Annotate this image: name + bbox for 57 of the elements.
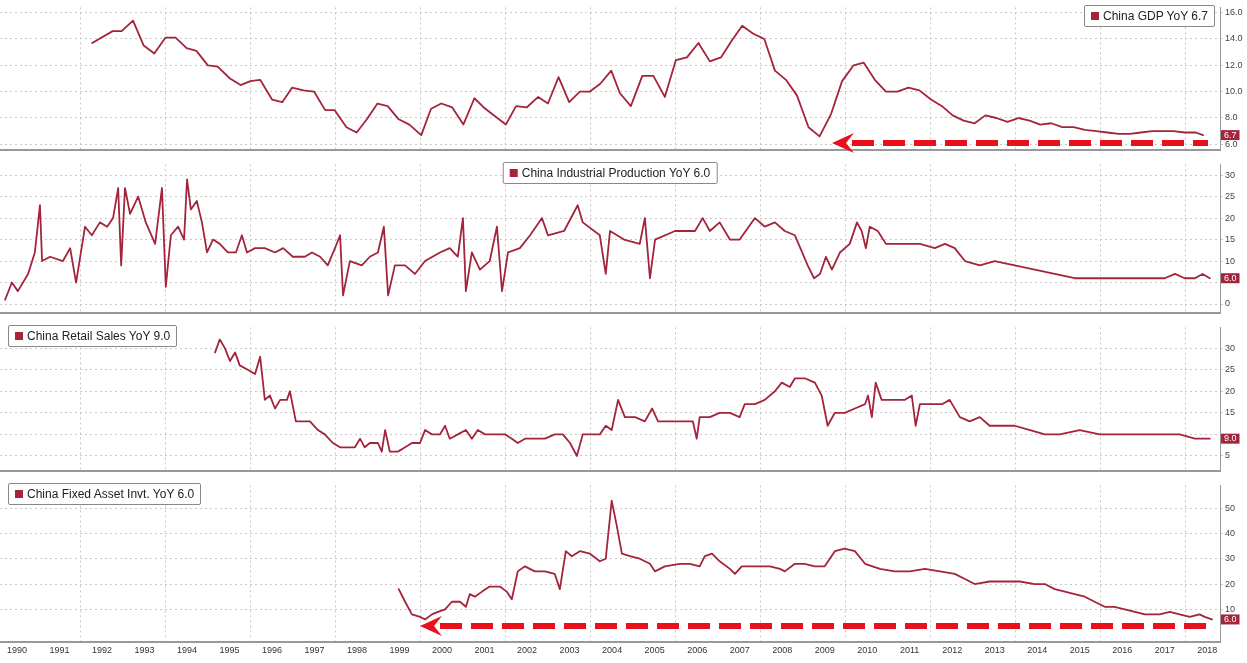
y-tick-label: 10 [1225,603,1236,614]
x-tick-label: 1993 [134,645,155,656]
y-tick-label: 8.0 [1225,112,1238,123]
x-tick-label: 2014 [1027,645,1048,656]
legend-label: China GDP YoY 6.7 [1103,9,1208,23]
y-tick-label: 5 [1225,450,1231,461]
x-tick-label: 2000 [432,645,453,656]
annotation: 9.0 [1224,433,1237,444]
y-tick-label: 20 [1225,212,1236,223]
x-tick-label: 2001 [474,645,495,656]
x-tick-label: 2006 [687,645,708,656]
y-tick-label: 10 [1225,255,1236,266]
x-tick-label: 2011 [900,645,920,656]
x-tick-label: 2015 [1069,645,1090,656]
y-tick-label: 6.0 [1225,138,1238,149]
x-tick-label: 2017 [1154,645,1175,656]
x-tick-label: 2016 [1112,645,1133,656]
x-tick-label: 2003 [559,645,580,656]
x-tick-label: 2010 [857,645,878,656]
y-tick-label: 10.0 [1225,86,1243,97]
y-tick-label: 25 [1225,191,1236,202]
x-tick-label: 2008 [772,645,793,656]
y-tick-label: 20 [1225,385,1236,396]
y-tick-label: 50 [1225,502,1236,513]
y-tick-label: 15 [1225,234,1236,245]
legend-label: China Industrial Production YoY 6.0 [521,166,711,180]
x-tick-label: 2009 [814,645,835,656]
x-tick-label: 1997 [304,645,325,656]
y-tick-label: 40 [1225,527,1236,538]
x-tick-label: 2005 [644,645,665,656]
x-tick-label: 2007 [729,645,750,656]
legend-label: China Retail Sales YoY 9.0 [27,329,171,343]
x-tick-label: 1999 [389,645,410,656]
x-tick-label: 1991 [49,645,70,656]
x-tick-label: 1990 [6,645,28,656]
y-tick-label: 0 [1225,298,1231,309]
legend-label: China Fixed Asset Invt. YoY 6.0 [27,487,195,501]
x-tick-label: 1998 [347,645,368,656]
y-tick-label: 30 [1225,342,1236,353]
y-tick-label: 25 [1225,364,1236,375]
y-tick-label: 30 [1225,169,1236,180]
y-tick-label: 30 [1225,553,1236,564]
y-tick-label: 14.0 [1225,33,1243,44]
x-tick-label: 1992 [92,645,113,656]
x-tick-label: 2002 [517,645,538,656]
x-tick-label: 2012 [942,645,963,656]
annotation: 6.7 [1224,129,1237,140]
x-tick-label: 2018 [1197,645,1218,656]
x-tick-label: 1995 [219,645,240,656]
y-tick-label: 15 [1225,407,1236,418]
y-tick-label: 16.0 [1225,7,1243,18]
x-tick-label: 1994 [177,645,198,656]
x-tick-label: 2013 [984,645,1005,656]
y-tick-label: 12.0 [1225,59,1243,70]
x-tick-label: 1996 [262,645,283,656]
y-tick-label: 20 [1225,578,1236,589]
x-tick-label: 2004 [602,645,623,656]
